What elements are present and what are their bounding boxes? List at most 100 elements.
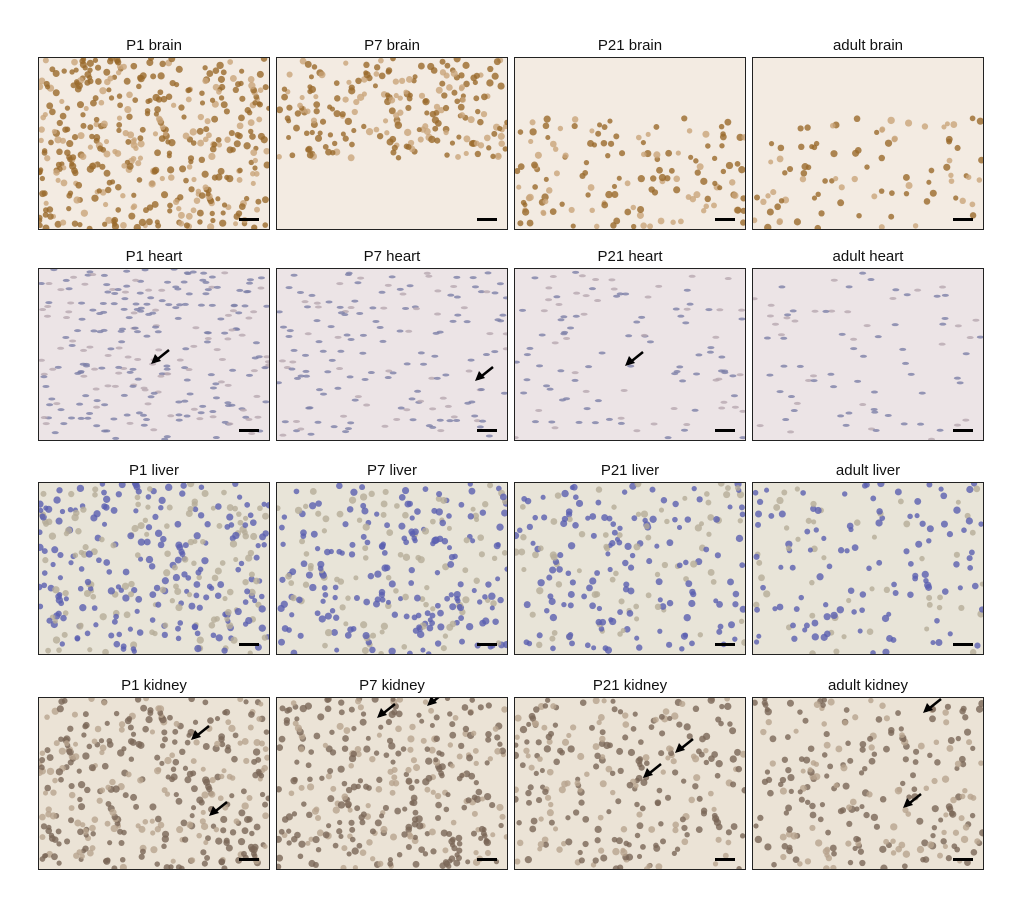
nucleus: [732, 590, 740, 598]
nucleus: [661, 561, 669, 569]
nucleus: [595, 618, 603, 626]
nucleus: [178, 104, 185, 111]
nucleus: [467, 513, 474, 520]
nucleus: [396, 329, 404, 333]
nucleus: [292, 419, 300, 423]
nucleus: [188, 602, 196, 610]
nucleus: [206, 583, 213, 590]
nucleus: [133, 223, 141, 229]
nucleus: [130, 62, 138, 70]
nucleus: [322, 831, 330, 839]
nucleus: [595, 499, 602, 506]
nucleus: [245, 417, 253, 421]
nucleus: [580, 312, 588, 316]
nucleus: [385, 599, 391, 605]
nucleus: [349, 541, 356, 548]
nucleus: [420, 362, 428, 366]
nucleus: [175, 413, 183, 417]
nucleus: [104, 720, 110, 726]
nucleus: [39, 834, 46, 841]
nucleus: [573, 291, 581, 295]
nucleus: [954, 324, 962, 328]
nucleus: [251, 356, 259, 360]
nucleus: [174, 316, 182, 320]
nucleus: [212, 67, 220, 74]
nucleus: [57, 408, 65, 412]
nucleus: [595, 130, 602, 137]
nucleus: [332, 584, 339, 591]
nucleus: [243, 195, 250, 202]
nucleus: [285, 286, 293, 290]
nucleus: [64, 149, 71, 156]
nucleus: [973, 485, 981, 493]
nucleus: [811, 633, 819, 641]
nucleus: [419, 718, 425, 724]
nucleus: [498, 140, 505, 147]
nucleus: [115, 346, 123, 350]
nucleus: [160, 191, 169, 199]
nucleus: [87, 585, 94, 592]
nucleus: [907, 560, 914, 567]
nucleus: [190, 758, 197, 765]
nucleus: [85, 550, 93, 558]
nucleus: [192, 719, 199, 725]
nucleus: [814, 224, 822, 229]
nucleus: [341, 780, 348, 787]
nucleus: [646, 340, 654, 344]
nucleus: [672, 769, 679, 776]
nucleus: [45, 647, 52, 654]
nucleus: [734, 161, 741, 167]
nucleus: [970, 745, 976, 751]
nucleus: [337, 801, 346, 809]
nucleus: [127, 724, 134, 731]
nucleus: [329, 608, 336, 614]
nucleus: [605, 190, 613, 199]
nucleus: [100, 120, 108, 128]
nucleus: [340, 131, 346, 137]
nucleus: [154, 529, 163, 538]
nucleus: [930, 832, 936, 839]
nucleus: [298, 840, 306, 848]
nucleus: [413, 764, 421, 772]
nucleus: [303, 551, 310, 557]
nucleus: [585, 192, 591, 198]
nucleus: [202, 292, 210, 296]
nucleus: [99, 787, 106, 794]
nucleus: [229, 309, 237, 313]
nucleus: [491, 555, 498, 562]
nucleus: [41, 570, 48, 576]
nucleus: [440, 497, 448, 504]
nucleus: [776, 603, 784, 611]
nucleus: [252, 748, 261, 756]
nucleus: [84, 578, 92, 586]
nucleus: [859, 271, 867, 275]
nucleus: [640, 222, 647, 229]
nucleus: [859, 804, 865, 810]
nucleus: [103, 283, 111, 287]
nucleus: [86, 225, 93, 229]
nucleus: [443, 806, 450, 813]
nucleus: [390, 759, 396, 765]
nucleus: [653, 124, 660, 130]
nucleus: [206, 70, 214, 77]
nucleus: [463, 80, 470, 88]
nucleus: [158, 496, 166, 505]
nucleus: [224, 616, 230, 622]
nucleus: [844, 310, 852, 314]
nucleus: [150, 428, 158, 432]
nucleus: [465, 797, 472, 804]
nucleus: [780, 336, 788, 340]
nucleus: [68, 560, 74, 566]
nucleus: [419, 596, 426, 602]
nucleus: [965, 517, 973, 525]
nucleus: [252, 341, 260, 345]
nucleus: [88, 764, 96, 772]
nucleus: [221, 489, 227, 496]
nucleus: [321, 528, 328, 534]
nucleus: [60, 219, 67, 226]
nucleus: [676, 524, 683, 531]
nucleus: [230, 636, 238, 644]
nucleus: [179, 490, 186, 497]
nucleus: [499, 313, 507, 317]
nucleus: [434, 640, 442, 647]
